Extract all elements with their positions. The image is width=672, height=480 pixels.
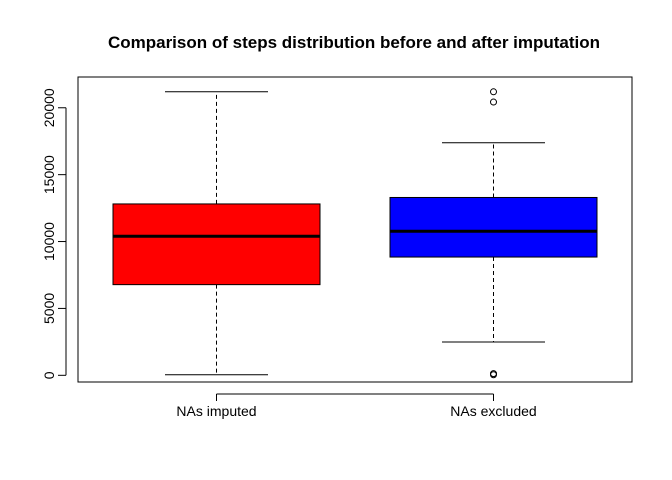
box-group xyxy=(389,88,598,379)
y-tick-label: 20000 xyxy=(41,88,57,127)
x-tick-label: NAs excluded xyxy=(450,403,536,419)
boxes xyxy=(112,88,598,379)
y-tick-label: 15000 xyxy=(41,155,57,194)
plot-frame xyxy=(77,76,633,383)
outlier-point xyxy=(490,98,497,106)
y-axis: 0 5000 10000 15000 20000 xyxy=(41,88,67,379)
chart-title: Comparison of steps distribution before … xyxy=(108,33,600,52)
y-tick-label: 10000 xyxy=(41,222,57,261)
x-tick-label: NAs imputed xyxy=(176,403,256,419)
box-group xyxy=(112,91,321,376)
y-tick-label: 0 xyxy=(41,371,57,379)
y-tick-label: 5000 xyxy=(41,293,57,324)
iqr-box xyxy=(389,196,598,258)
outlier-point xyxy=(490,370,497,378)
iqr-box xyxy=(112,203,321,286)
outlier-point xyxy=(490,88,497,96)
x-axis: NAs imputed NAs excluded xyxy=(176,393,537,419)
